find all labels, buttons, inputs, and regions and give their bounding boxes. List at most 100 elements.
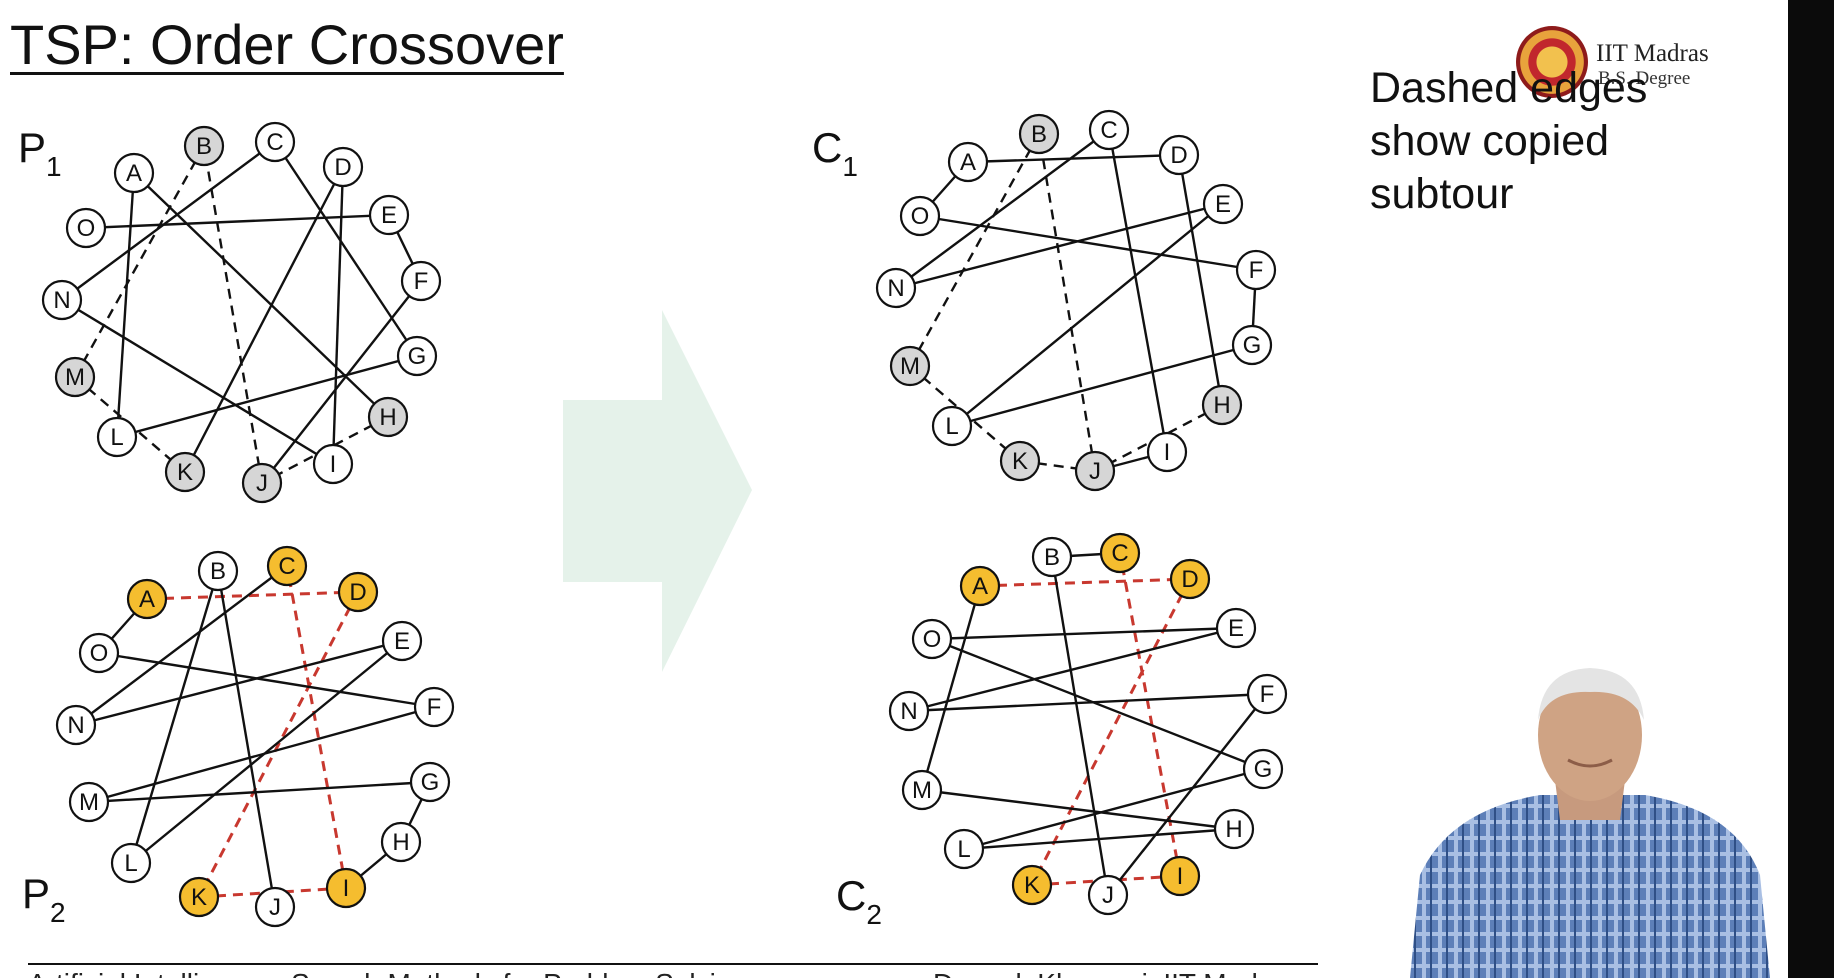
city-node-label: B (1044, 544, 1060, 571)
city-node-circle (68, 781, 110, 823)
city-node: H (380, 821, 422, 863)
city-node-circle (367, 396, 409, 438)
city-node-circle (254, 121, 296, 163)
city-node: M (901, 769, 943, 811)
city-node-circle (1201, 384, 1243, 426)
city-node-label: A (972, 573, 988, 600)
city-node-label: M (900, 353, 920, 380)
slide-title: TSP: Order Crossover (10, 13, 564, 76)
tour-edge (285, 565, 348, 889)
city-node-circle (1087, 874, 1129, 916)
tour-edge (908, 626, 1237, 713)
tour-edge (963, 767, 1264, 851)
diagram-label-subscript: 1 (46, 151, 62, 182)
city-node: D (1158, 134, 1200, 176)
city-node-circle (901, 769, 943, 811)
city-node: H (1213, 808, 1255, 850)
tour-edge (919, 214, 1257, 272)
city-node-label: L (945, 413, 958, 440)
city-node: B (197, 550, 239, 592)
city-node: F (413, 686, 455, 728)
footer-divider (28, 963, 1318, 965)
city-node-label: E (381, 202, 397, 229)
tour-edge (1118, 552, 1182, 877)
city-node: M (54, 356, 96, 398)
tour-edge (129, 570, 220, 864)
city-node-label: O (90, 640, 109, 667)
city-node-label: I (330, 451, 337, 478)
tour-edge (1019, 459, 1096, 473)
city-node-label: F (1249, 257, 1264, 284)
tour-edge (133, 172, 389, 418)
city-node-circle (110, 842, 152, 884)
city-node-circle (947, 141, 989, 183)
city-node: B (1031, 536, 1073, 578)
city-node-label: H (1213, 392, 1230, 419)
city-node-circle (241, 462, 283, 504)
tour-edge (261, 280, 422, 484)
note-line: Dashed edges (1370, 64, 1648, 112)
city-node-label: H (379, 404, 396, 431)
tour-edge (146, 590, 359, 601)
tour-edge (61, 141, 276, 301)
city-node-circle (1202, 183, 1244, 225)
city-node: C (254, 121, 296, 163)
tour-edge (1107, 693, 1268, 896)
city-node-label: C (266, 129, 283, 156)
city-node-label: M (912, 777, 932, 804)
city-node-label: D (1170, 142, 1187, 169)
tour-edge (98, 651, 435, 709)
city-node: I (1159, 855, 1201, 897)
city-node-label: D (349, 579, 366, 606)
city-node: E (368, 194, 410, 236)
note-line: show copied (1370, 117, 1610, 165)
city-node-circle (1088, 109, 1130, 151)
city-node: A (947, 141, 989, 183)
diagram-label-letter: C (812, 124, 842, 171)
city-node: F (1235, 249, 1277, 291)
city-node: M (889, 345, 931, 387)
city-node: H (1201, 384, 1243, 426)
tour-edge (931, 637, 1264, 771)
city-node-label: O (923, 626, 942, 653)
city-node: N (55, 704, 97, 746)
city-node-label: D (1181, 566, 1198, 593)
city-node-label: L (110, 424, 123, 451)
diagram-label-letter: P (22, 870, 50, 917)
city-node-label: J (269, 894, 281, 921)
city-node-circle (911, 618, 953, 660)
city-node-circle (337, 571, 379, 613)
city-node-circle (400, 260, 442, 302)
city-node-label: F (1260, 681, 1275, 708)
city-node-circle (178, 876, 220, 918)
diagram-label: P1 (18, 124, 62, 182)
city-node: K (999, 440, 1041, 482)
city-node-circle (1231, 324, 1273, 366)
city-node: K (178, 876, 220, 918)
city-node-label: N (67, 712, 84, 739)
tour-edge (202, 145, 264, 484)
city-node-label: B (210, 558, 226, 585)
city-node-label: E (394, 628, 410, 655)
city-node-label: A (126, 160, 142, 187)
city-node: D (1169, 558, 1211, 600)
city-node: D (337, 571, 379, 613)
city-node-circle (409, 761, 451, 803)
city-node: G (396, 335, 438, 377)
city-node-label: N (900, 698, 917, 725)
city-node: C (1099, 532, 1141, 574)
city-node: K (164, 451, 206, 493)
city-node-circle (381, 620, 423, 662)
city-node-label: G (1254, 756, 1273, 783)
city-node: B (183, 125, 225, 167)
city-node-label: J (256, 470, 268, 497)
city-node-label: A (960, 149, 976, 176)
city-node-circle (1213, 808, 1255, 850)
city-node: G (1231, 324, 1273, 366)
tour-edge (331, 166, 345, 465)
city-node: F (1246, 673, 1288, 715)
city-node: E (1202, 183, 1244, 225)
tour-edge (1037, 133, 1097, 472)
city-node: G (409, 761, 451, 803)
diagram-label-letter: P (18, 124, 46, 171)
